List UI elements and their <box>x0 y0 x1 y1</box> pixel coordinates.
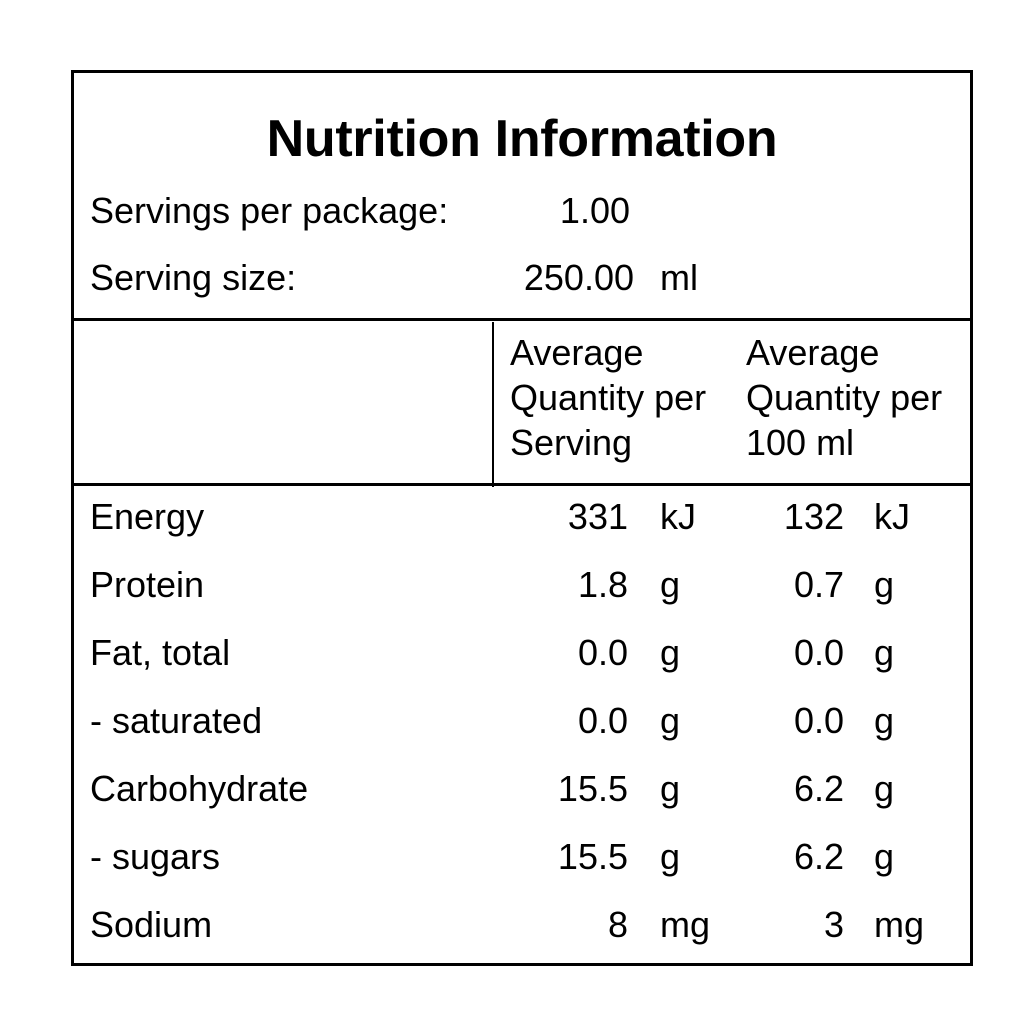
per-100ml-unit: g <box>874 700 895 741</box>
servings-per-package-label: Servings per package: <box>90 190 449 231</box>
table-row: - saturated 0.0 g 0.0 g <box>74 699 970 767</box>
per-serving-unit: g <box>660 632 681 673</box>
table-row: - sugars 15.5 g 6.2 g <box>74 835 970 903</box>
per-serving-unit: mg <box>660 904 711 945</box>
serving-size-value: 250.00 <box>523 257 634 298</box>
per-serving-value: 15.5 <box>557 768 628 809</box>
per-serving-unit: g <box>660 768 681 809</box>
column-header-per-serving: Average Quantity per Serving <box>510 330 706 465</box>
column-divider <box>492 322 494 487</box>
per-serving-value: 0.0 <box>577 700 628 741</box>
table-row: Carbohydrate 15.5 g 6.2 g <box>74 767 970 835</box>
nutrient-name: Fat, total <box>90 632 231 673</box>
per-serving-value: 15.5 <box>557 836 628 877</box>
per-100ml-value: 0.0 <box>793 632 844 673</box>
servings-per-package-value: 1.00 <box>559 190 630 231</box>
column-header-line: Serving <box>510 422 633 463</box>
table-row: Protein 1.8 g 0.7 g <box>74 563 970 631</box>
per-100ml-value: 6.2 <box>793 768 844 809</box>
per-100ml-value: 3 <box>823 904 844 945</box>
table-row: Fat, total 0.0 g 0.0 g <box>74 631 970 699</box>
per-100ml-unit: kJ <box>874 496 910 537</box>
nutrient-name: Protein <box>90 564 205 605</box>
per-100ml-unit: g <box>874 836 895 877</box>
nutrient-name: Carbohydrate <box>90 768 309 809</box>
nutrient-name: Energy <box>90 496 205 537</box>
nutrient-name: - sugars <box>90 836 221 877</box>
per-100ml-unit: g <box>874 632 895 673</box>
column-header-line: Average <box>746 332 880 373</box>
per-serving-value: 8 <box>607 904 628 945</box>
per-serving-value: 331 <box>567 496 628 537</box>
per-100ml-unit: g <box>874 564 895 605</box>
per-100ml-unit: mg <box>874 904 925 945</box>
per-serving-unit: g <box>660 700 681 741</box>
nutrient-name: - saturated <box>90 700 263 741</box>
per-serving-value: 1.8 <box>577 564 628 605</box>
per-100ml-value: 0.7 <box>793 564 844 605</box>
column-header-line: 100 ml <box>746 422 855 463</box>
serving-size-label: Serving size: <box>90 257 297 298</box>
column-header-line: Quantity per <box>746 377 943 418</box>
table-row: Sodium 8 mg 3 mg <box>74 903 970 959</box>
table-divider <box>74 483 970 486</box>
per-100ml-value: 6.2 <box>793 836 844 877</box>
per-100ml-value: 132 <box>783 496 844 537</box>
per-serving-unit: g <box>660 564 681 605</box>
per-100ml-value: 0.0 <box>793 700 844 741</box>
nutrient-name: Sodium <box>90 904 213 945</box>
per-serving-value: 0.0 <box>577 632 628 673</box>
column-header-line: Average <box>510 332 644 373</box>
header-divider <box>74 318 970 321</box>
column-header-per-100ml: Average Quantity per 100 ml <box>746 330 942 465</box>
serving-size-unit: ml <box>660 257 698 298</box>
column-header-line: Quantity per <box>510 377 707 418</box>
panel-title: Nutrition Information <box>266 110 778 168</box>
table-row: Energy 331 kJ 132 kJ <box>74 495 970 563</box>
nutrition-panel: Nutrition Information Servings per packa… <box>71 70 973 966</box>
per-serving-unit: g <box>660 836 681 877</box>
per-serving-unit: kJ <box>660 496 696 537</box>
per-100ml-unit: g <box>874 768 895 809</box>
